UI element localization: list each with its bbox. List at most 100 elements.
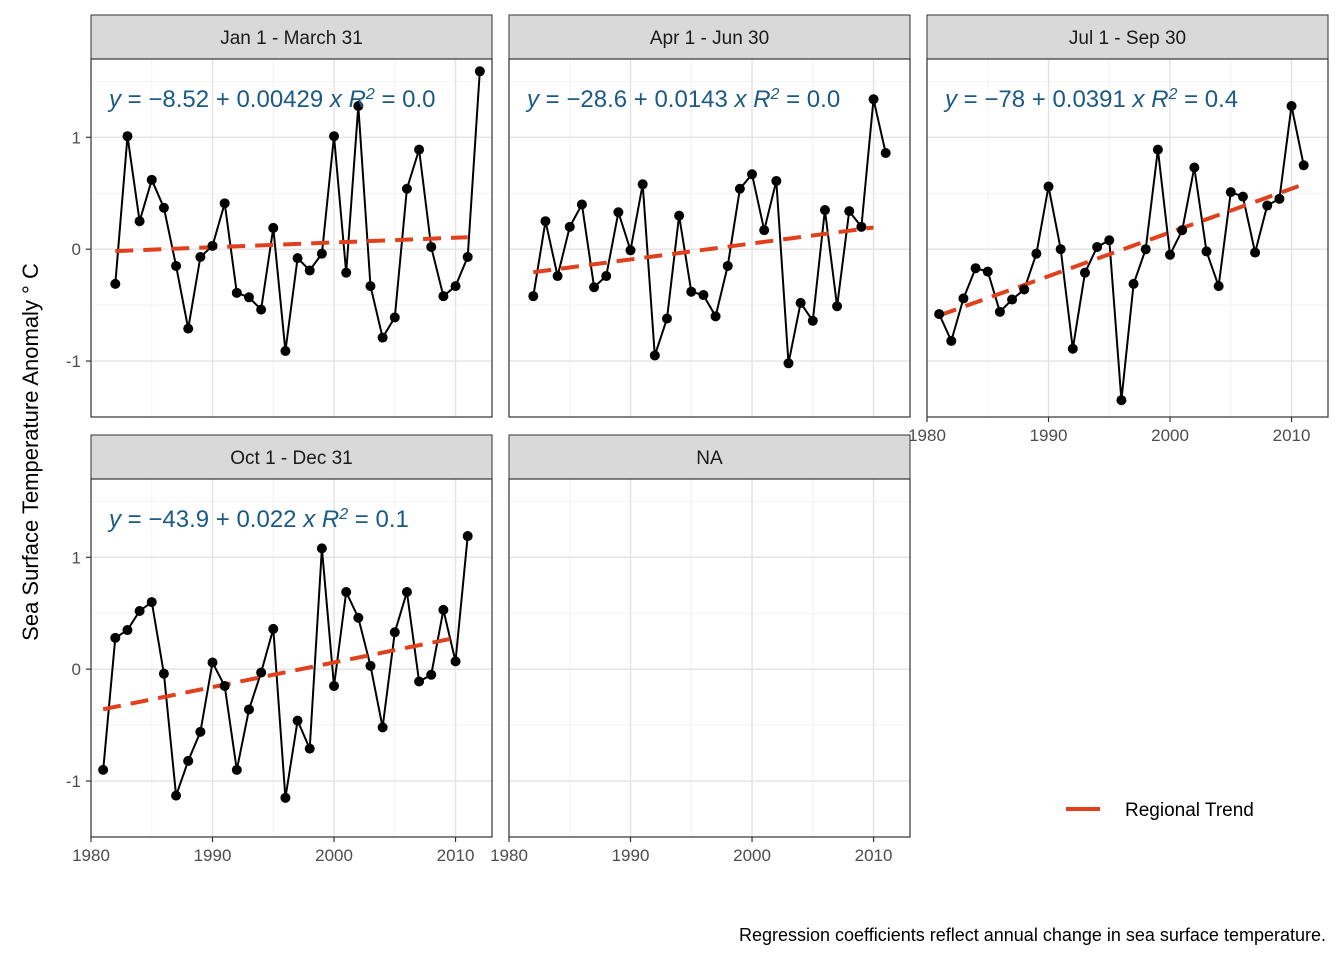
equation-r2-value: = 0.0 [381, 86, 435, 113]
trend-line [115, 235, 468, 254]
data-point [365, 281, 376, 292]
x-tick-label: 1990 [1030, 426, 1068, 445]
data-point [649, 350, 660, 361]
equation-intercept: −28.6 [566, 86, 627, 113]
data-point [1213, 281, 1224, 292]
facet-strip [508, 434, 911, 480]
facet-strip-label: NA [696, 448, 723, 469]
data-point [982, 266, 993, 277]
equation-r2-value: = 0.1 [355, 506, 409, 533]
regression-equation: y = −78 + 0.0391 x R2 = 0.4 [943, 86, 1238, 114]
data-point [1079, 267, 1090, 278]
panel-border [90, 58, 493, 418]
x-tick-label: 1980 [908, 426, 946, 445]
data-point [1237, 191, 1248, 202]
data-point [438, 291, 449, 302]
data-point [450, 656, 461, 667]
data-point [722, 260, 733, 271]
equation-slope: 0.0391 [1052, 86, 1125, 113]
data-point [807, 315, 818, 326]
equation-r2-sup: 2 [1168, 86, 1178, 103]
data-point [613, 207, 624, 218]
data-point [1165, 249, 1176, 260]
equation-r2-label: R [753, 86, 770, 113]
equation-x: x [329, 86, 343, 113]
data-point [110, 632, 121, 643]
x-tick-label: 2000 [1151, 426, 1189, 445]
equation-r2-label: R [322, 506, 339, 533]
panel-border [508, 478, 911, 838]
x-tick-label: 1980 [72, 846, 110, 865]
panel-border [926, 58, 1329, 418]
data-point [625, 245, 636, 256]
equation-slope: 0.00429 [236, 86, 323, 113]
data-point [146, 597, 157, 608]
equation-intercept: −78 [984, 86, 1025, 113]
equation-operator: = [957, 86, 984, 113]
data-point [1189, 162, 1200, 173]
equation-operator [1177, 86, 1184, 113]
equation-operator: + [209, 506, 236, 533]
x-tick-label: 2010 [1273, 426, 1311, 445]
data-point [674, 210, 685, 221]
plot-background [927, 59, 1328, 417]
data-point [122, 625, 133, 636]
data-point [171, 790, 182, 801]
equation-operator [342, 86, 349, 113]
data-point [341, 586, 352, 597]
equation-operator [323, 86, 330, 113]
plot-background [509, 479, 910, 837]
data-point [171, 260, 182, 271]
data-point [426, 669, 437, 680]
data-point [316, 543, 327, 554]
data-point [637, 179, 648, 190]
facet-panel: Jul 1 - Sep 30 y = −78 + 0.0391 x R2 = 0.… [908, 14, 1329, 445]
equation-r2-sup: 2 [338, 506, 348, 523]
data-point [856, 221, 867, 232]
data-point [474, 66, 485, 77]
data-point [1055, 244, 1066, 255]
y-axis-title: Sea Surface Temperature Anomaly ° C [18, 263, 43, 641]
data-point [462, 531, 473, 542]
data-point [450, 281, 461, 292]
data-point [158, 668, 169, 679]
data-point [1043, 181, 1054, 192]
data-point [365, 660, 376, 671]
data-point [329, 131, 340, 142]
y-tick-label: 0 [72, 660, 81, 679]
equation-operator: + [1025, 86, 1052, 113]
data-point [292, 253, 303, 264]
facet-panel: NA 1980 1990 2000 2010 [490, 434, 911, 865]
y-tick-label: 1 [72, 128, 81, 147]
legend: Regional Trend [1066, 800, 1254, 821]
data-point [329, 680, 340, 691]
equation-operator [728, 86, 735, 113]
data-point [256, 304, 267, 315]
data-point [528, 291, 539, 302]
equation-operator [1126, 86, 1133, 113]
facet-strip [508, 14, 911, 60]
data-point [759, 225, 770, 236]
equation-r2-value: = 0.4 [1184, 86, 1238, 113]
data-point [122, 131, 133, 142]
data-point [401, 586, 412, 597]
panel-border [90, 478, 493, 838]
data-point [1298, 160, 1309, 171]
data-point [994, 306, 1005, 317]
data-point [1116, 395, 1127, 406]
y-tick-label: 1 [72, 548, 81, 567]
data-point [868, 94, 879, 105]
data-point [304, 265, 315, 276]
y-tick-label: 0 [72, 240, 81, 259]
equation-operator [375, 86, 382, 113]
data-point [1286, 100, 1297, 111]
data-point [661, 313, 672, 324]
data-point [844, 206, 855, 217]
equation-y: y [943, 86, 959, 113]
equation-r2-label: R [1151, 86, 1168, 113]
data-point [438, 604, 449, 615]
equation-operator [348, 506, 355, 533]
equation-operator: + [627, 86, 654, 113]
